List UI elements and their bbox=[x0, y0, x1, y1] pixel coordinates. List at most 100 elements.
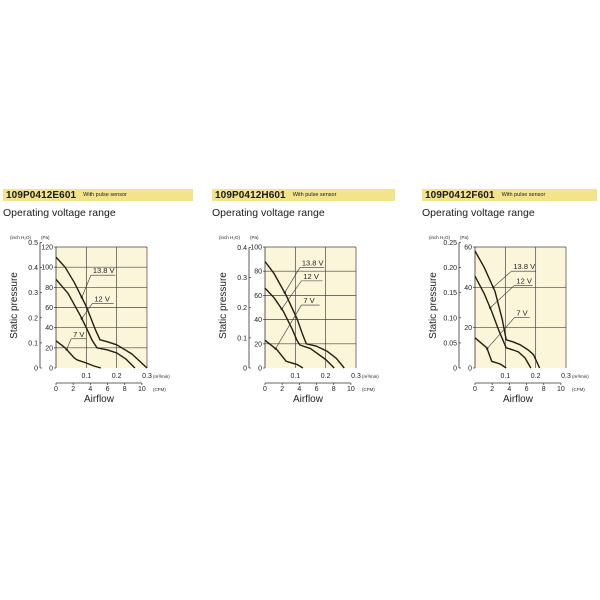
x-unit-m3min: (m³/min) bbox=[572, 374, 589, 379]
model-name: 109P0412H601 bbox=[215, 189, 286, 201]
cfm-tick-label: 4 bbox=[507, 386, 511, 393]
pa-tick-label: 20 bbox=[464, 325, 472, 332]
inch-tick-label: 0.4 bbox=[28, 265, 38, 272]
m3min-tick-label: 0.2 bbox=[321, 373, 331, 380]
cfm-tick-label: 10 bbox=[347, 386, 355, 393]
model-name: 109P0412F601 bbox=[425, 189, 495, 201]
inch-tick-label: 0.3 bbox=[28, 290, 38, 297]
pa-tick-label: 0 bbox=[468, 366, 472, 373]
label-leader-line bbox=[66, 338, 72, 350]
curve-12v bbox=[264, 287, 335, 369]
m3min-tick-label: 0.1 bbox=[81, 373, 91, 380]
x-unit-cfm: (CFM) bbox=[572, 387, 585, 392]
label-leader-line bbox=[493, 270, 512, 288]
pa-tick-label: 80 bbox=[254, 269, 262, 276]
inch-tick-label: 0.3 bbox=[237, 275, 247, 282]
model-note: With pulse sensor bbox=[501, 192, 546, 198]
leader-arrow-icon bbox=[485, 347, 489, 350]
x-axis-label: Airflow bbox=[293, 394, 324, 405]
pa-tick-label: 40 bbox=[45, 325, 53, 332]
cfm-tick-label: 0 bbox=[473, 386, 477, 393]
label-leader-line bbox=[489, 285, 515, 309]
inch-tick-label: 0.15 bbox=[443, 290, 457, 297]
y-unit-pa: (Pa) bbox=[250, 235, 259, 240]
leader-arrow-icon bbox=[80, 317, 83, 320]
chart-subtitle-2: Operating voltage range bbox=[212, 207, 325, 219]
label-leader-line bbox=[486, 317, 515, 349]
cfm-tick-label: 8 bbox=[542, 386, 546, 393]
cfm-tick-label: 6 bbox=[525, 386, 529, 393]
leader-arrow-icon bbox=[65, 348, 68, 351]
pa-tick-label: 60 bbox=[464, 245, 472, 252]
y-unit-pa: (Pa) bbox=[460, 235, 469, 240]
leader-arrow-icon bbox=[492, 286, 495, 289]
inch-tick-label: 0 bbox=[34, 366, 38, 373]
x-unit-cfm: (CFM) bbox=[153, 387, 166, 392]
m3min-tick-label: 0.3 bbox=[142, 373, 152, 380]
label-leader-line bbox=[281, 280, 302, 310]
series-label: 7 V bbox=[303, 296, 314, 305]
label-leader-line bbox=[284, 267, 301, 293]
curve-12v bbox=[55, 278, 136, 369]
pa-tick-label: 40 bbox=[254, 317, 262, 324]
m3min-tick-label: 0.1 bbox=[290, 373, 300, 380]
inch-tick-label: 0 bbox=[243, 366, 247, 373]
cfm-tick-label: 2 bbox=[490, 386, 494, 393]
cfm-tick-label: 8 bbox=[332, 386, 336, 393]
curve-138v bbox=[264, 261, 345, 369]
curve-138v bbox=[474, 250, 541, 369]
cfm-tick-label: 8 bbox=[123, 386, 127, 393]
x-unit-m3min: (m³/min) bbox=[153, 374, 170, 379]
x-axis-label: Airflow bbox=[503, 394, 534, 405]
y-unit-inch: (inch H₂O) bbox=[429, 235, 451, 240]
label-leader-line bbox=[81, 275, 92, 298]
y-axis-label: Static pressure bbox=[428, 272, 439, 339]
curve-7v bbox=[474, 337, 507, 369]
series-label: 13.8 V bbox=[513, 262, 535, 271]
label-leader-line bbox=[275, 304, 302, 349]
model-header-1: 109P0412E601 With pulse sensor bbox=[3, 189, 193, 201]
x-unit-m3min: (m³/min) bbox=[362, 374, 379, 379]
pa-tick-label: 20 bbox=[254, 341, 262, 348]
y-unit-inch: (inch H₂O) bbox=[10, 235, 32, 240]
m3min-tick-label: 0.2 bbox=[112, 373, 122, 380]
curve-12v bbox=[474, 275, 532, 369]
cfm-tick-label: 4 bbox=[88, 386, 92, 393]
curve-7v bbox=[55, 340, 102, 369]
pa-tick-label: 60 bbox=[45, 305, 53, 312]
model-note: With pulse sensor bbox=[292, 192, 337, 198]
pa-tick-label: 0 bbox=[49, 366, 53, 373]
cfm-tick-label: 6 bbox=[106, 386, 110, 393]
pa-tick-label: 0 bbox=[258, 366, 262, 373]
pa-tick-label: 120 bbox=[41, 245, 53, 252]
series-label: 7 V bbox=[73, 330, 84, 339]
chart-subtitle-1: Operating voltage range bbox=[3, 207, 116, 219]
y-axis-label: Static pressure bbox=[9, 272, 20, 339]
pa-tick-label: 100 bbox=[250, 245, 262, 252]
cfm-tick-label: 10 bbox=[138, 386, 146, 393]
leader-arrow-icon bbox=[488, 306, 492, 310]
leader-arrow-icon bbox=[280, 307, 283, 311]
pa-tick-label: 60 bbox=[254, 293, 262, 300]
x-axis-label: Airflow bbox=[84, 394, 115, 405]
curve-138v bbox=[55, 256, 148, 369]
series-label: 13.8 V bbox=[302, 259, 324, 268]
cfm-tick-label: 0 bbox=[263, 386, 267, 393]
inch-tick-label: 0.20 bbox=[443, 265, 457, 272]
inch-tick-label: 0.1 bbox=[28, 340, 38, 347]
cfm-tick-label: 2 bbox=[280, 386, 284, 393]
x-unit-cfm: (CFM) bbox=[362, 387, 375, 392]
model-note: With pulse sensor bbox=[83, 192, 127, 198]
inch-tick-label: 0 bbox=[453, 366, 457, 373]
cfm-tick-label: 4 bbox=[297, 386, 301, 393]
leader-arrow-icon bbox=[80, 296, 83, 299]
pa-tick-label: 100 bbox=[41, 265, 53, 272]
inch-tick-label: 0.05 bbox=[443, 340, 457, 347]
model-name: 109P0412E601 bbox=[6, 189, 77, 201]
pa-tick-label: 20 bbox=[45, 345, 53, 352]
label-leader-line bbox=[81, 303, 93, 319]
m3min-tick-label: 0.3 bbox=[351, 373, 361, 380]
cfm-tick-label: 0 bbox=[54, 386, 58, 393]
series-label: 7 V bbox=[516, 309, 527, 318]
leader-arrow-icon bbox=[274, 347, 277, 350]
